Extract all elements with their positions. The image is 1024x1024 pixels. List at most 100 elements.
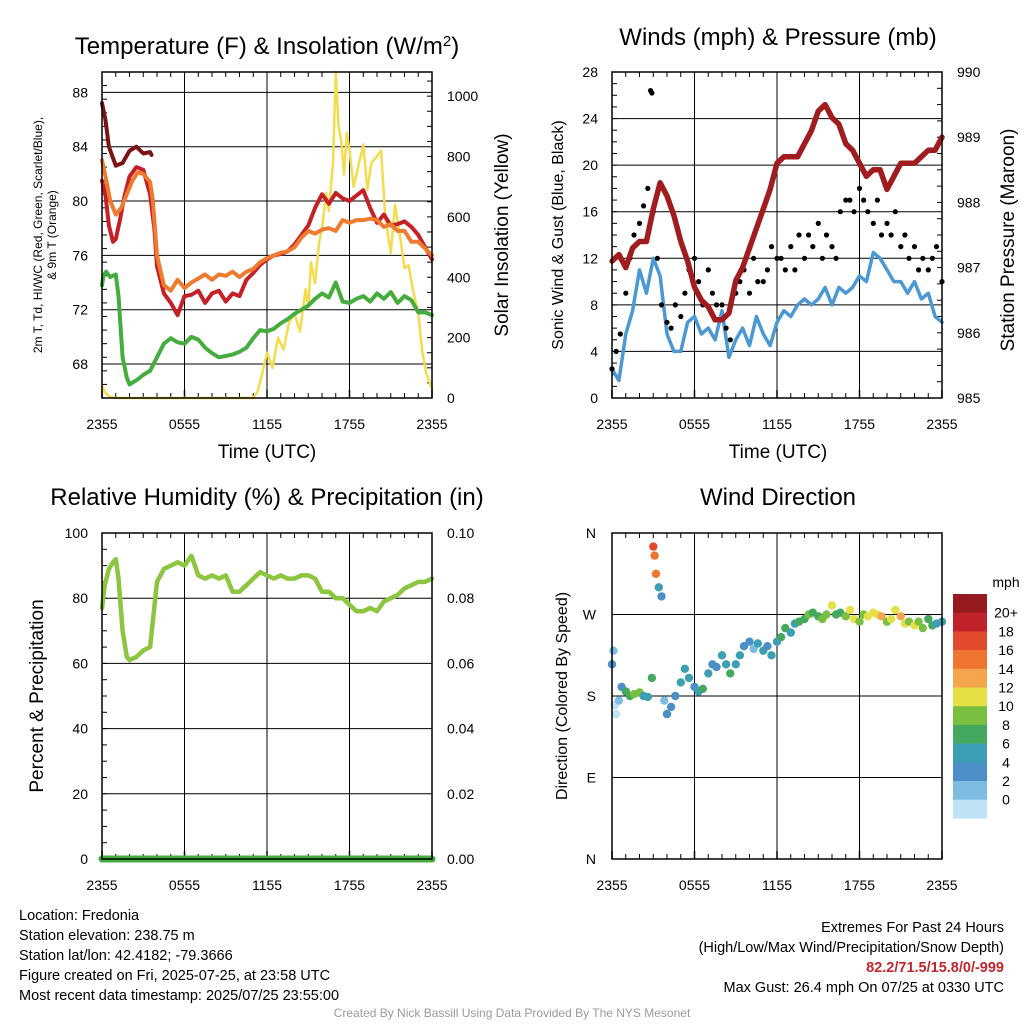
colorbar-segment (953, 799, 987, 819)
direction-point (662, 709, 672, 719)
colorbar-tick-label: 8 (1002, 717, 1010, 733)
x-tick-label: 2355 (416, 416, 447, 432)
plot-frame (611, 71, 943, 399)
colorbar-tick-label: 4 (1002, 754, 1010, 770)
y-tick-label: 80 (72, 590, 88, 606)
y-axis-label: 2m T, Td, HI/WC (Red, Green, Scarlet/Blu… (31, 117, 59, 353)
chart-title: Winds (mph) & Pressure (mb) (619, 24, 936, 51)
direction-point (654, 583, 663, 592)
x-tick-label: 2355 (596, 416, 627, 432)
chart-winds: Winds (mph) & Pressure (mb) 2355 0555 1155 1… (550, 24, 1019, 463)
y-tick-label: 0 (80, 851, 88, 867)
gust-point (664, 319, 670, 325)
gust-point (719, 302, 725, 308)
y-right-tick-label: 0 (447, 390, 455, 406)
max-gust: Max Gust: 26.4 mph On 07/25 at 0330 UTC (723, 980, 1004, 996)
y-tick-label: 12 (582, 250, 598, 266)
colorbar-segment (953, 668, 987, 688)
x-tick-label: 0555 (169, 416, 200, 432)
x-tick-label: 2355 (926, 877, 957, 893)
gust-point (892, 209, 898, 215)
gust-point (847, 197, 853, 203)
y-tick-label: 0 (590, 390, 598, 406)
direction-point (684, 673, 694, 683)
x-tick-label: 1755 (844, 416, 875, 432)
y-right-axis-label: Solar Insolation (Yellow) (492, 133, 513, 336)
y-axis-label: Sonic Wind & Gust (Blue, Black) (550, 120, 567, 349)
gust-point (649, 90, 655, 96)
direction-point (651, 569, 661, 578)
gust-point (819, 255, 826, 261)
direction-point (614, 696, 624, 705)
gust-point (764, 267, 771, 273)
direction-point (786, 628, 795, 637)
x-tick-label: 2355 (416, 877, 447, 893)
direction-point (721, 660, 731, 669)
station-latlon: Station lat/lon: 42.4182; -79.3666 (19, 948, 233, 964)
direction-point (609, 646, 618, 655)
colorbar-tick-label: 14 (998, 661, 1014, 677)
direction-point (886, 614, 896, 624)
x-tick-label: 1155 (252, 877, 282, 893)
x-tick-label: 1155 (762, 416, 792, 432)
gust-point (678, 313, 684, 320)
y-right-tick-label: 800 (447, 149, 471, 165)
colorbar-tick-label: 16 (998, 642, 1014, 658)
series-line (100, 165, 434, 318)
x-tick-label: 0555 (169, 877, 200, 893)
x-tick-label: 0555 (679, 416, 710, 432)
plot-frame (101, 71, 433, 399)
gust-point (898, 244, 904, 250)
extremes-title: Extremes For Past 24 Hours (821, 920, 1004, 936)
y-right-tick-label: 1000 (447, 88, 478, 104)
gust-point (617, 331, 623, 337)
direction-point (611, 709, 621, 719)
direction-point (776, 632, 786, 642)
direction-point (704, 669, 713, 678)
gust-point (658, 302, 665, 308)
gust-point (746, 290, 753, 296)
gust-point (810, 244, 816, 250)
plot-frame (611, 532, 943, 860)
gust-point (806, 232, 812, 238)
y-right-tick-label: 0.08 (447, 590, 474, 606)
direction-point (767, 651, 776, 660)
colorbar-segment (953, 650, 987, 670)
gust-point (870, 220, 876, 226)
gust-point (755, 279, 761, 285)
y-right-tick-label: 985 (957, 390, 981, 406)
gust-point (815, 220, 821, 226)
y-right-tick-label: 0.00 (447, 851, 474, 867)
direction-point (712, 662, 721, 672)
direction-point (745, 637, 754, 646)
figure-created: Figure created on Fri, 2025-07-25, at 23… (19, 968, 331, 984)
direction-point (845, 605, 855, 615)
direction-point (763, 642, 772, 651)
x-tick-label: 2355 (926, 416, 957, 432)
y-right-tick-label: 990 (957, 64, 981, 80)
gust-point (916, 267, 922, 273)
direction-point (896, 612, 905, 621)
colorbar-segment (953, 743, 987, 763)
y-tick-label: 20 (72, 786, 88, 802)
x-tick-label: 2355 (86, 877, 117, 893)
x-tick-label: 1755 (844, 877, 875, 893)
y-tick-label: 80 (72, 193, 88, 209)
y-tick-label: 28 (582, 64, 598, 80)
y-right-tick-label: 600 (447, 209, 471, 225)
y-right-tick-label: 989 (957, 129, 981, 145)
colorbar-segment (953, 706, 987, 726)
y-tick-label: 88 (72, 84, 88, 100)
gust-point (713, 302, 720, 308)
direction-point (891, 605, 900, 615)
direction-point (647, 673, 657, 683)
colorbar-tick-label: 10 (998, 698, 1014, 714)
gust-point (837, 209, 843, 215)
chart-title: Wind Direction (700, 484, 856, 511)
chart-temperature: Temperature (F) & Insolation (W/m2)2355 0… (31, 33, 513, 464)
direction-point (914, 617, 923, 626)
y-axis-label-line: 2m T, Td, HI/WC (Red, Green, Scarlet/Blu… (31, 117, 45, 353)
gust-point (929, 255, 936, 261)
direction-point (666, 702, 676, 712)
gust-point (682, 290, 688, 296)
